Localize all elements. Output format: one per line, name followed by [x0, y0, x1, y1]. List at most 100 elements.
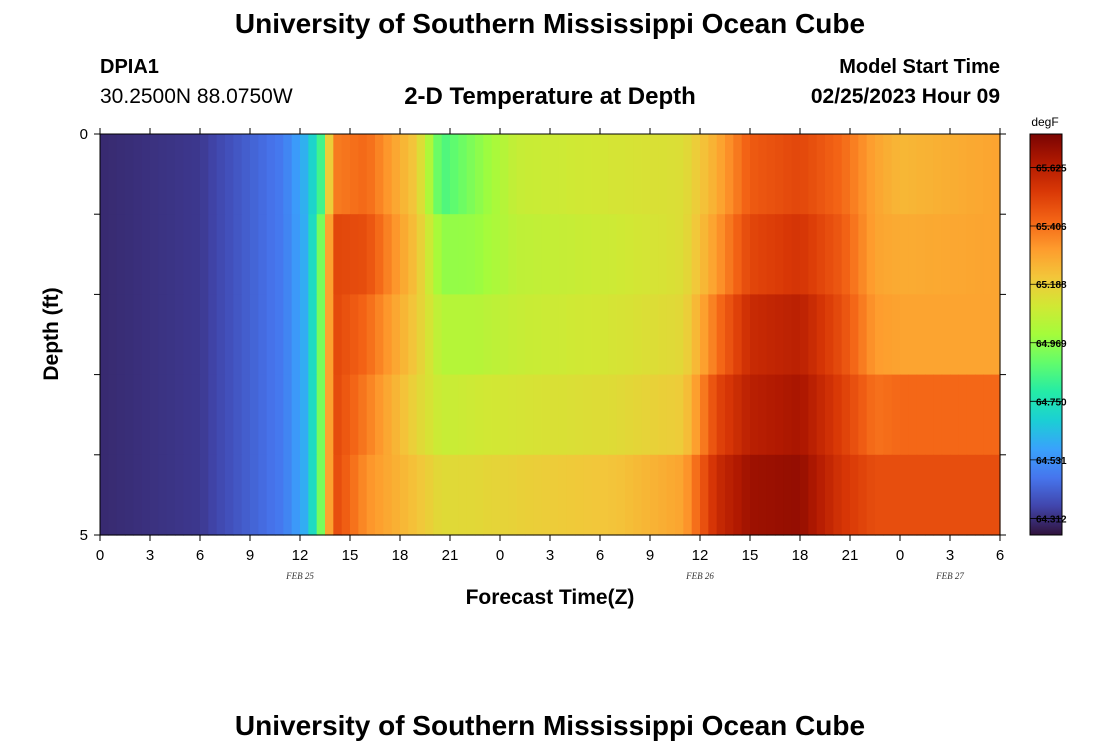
heatmap-cell	[233, 134, 243, 215]
heatmap-cell	[183, 294, 193, 376]
heatmap-cell	[383, 214, 393, 295]
heatmap-cell	[350, 454, 359, 536]
heatmap-cell	[800, 134, 809, 215]
heatmap-cell	[216, 294, 226, 376]
heatmap-cell	[341, 454, 351, 536]
heatmap-cell	[666, 374, 676, 456]
heatmap-cell	[383, 134, 393, 215]
heatmap-cell	[175, 214, 184, 295]
heatmap-cell	[958, 374, 968, 456]
heatmap-cell	[658, 134, 668, 215]
heatmap-cell	[133, 454, 143, 536]
heatmap-cell	[858, 454, 868, 536]
heatmap-cell	[950, 454, 959, 536]
x-tick-label: 21	[842, 547, 859, 564]
heatmap-cell	[950, 214, 959, 295]
heatmap-cell	[241, 134, 251, 215]
heatmap-cell	[983, 214, 993, 295]
heatmap-cell	[175, 294, 184, 376]
heatmap-cell	[141, 214, 151, 295]
y-axis-label: Depth (ft)	[40, 287, 63, 380]
heatmap-cell	[625, 454, 634, 536]
heatmap-cell	[941, 374, 951, 456]
heatmap-cell	[325, 214, 334, 295]
heatmap-cell	[866, 454, 876, 536]
heatmap-cell	[125, 214, 134, 295]
heatmap-cell	[416, 134, 426, 215]
heatmap-cell	[333, 134, 343, 215]
heatmap-cell	[991, 294, 1001, 376]
heatmap-cell	[516, 294, 526, 376]
heatmap-cell	[266, 454, 276, 536]
heatmap-cell	[283, 454, 293, 536]
heatmap-cell	[816, 454, 826, 536]
heatmap-cell	[258, 454, 268, 536]
heatmap-cell	[275, 374, 284, 456]
heatmap-cell	[891, 134, 901, 215]
heatmap-cell	[433, 374, 443, 456]
heatmap-cell	[816, 374, 826, 456]
heatmap-cell	[158, 294, 168, 376]
heatmap-cell	[216, 454, 226, 536]
heatmap-cell	[500, 134, 509, 215]
heatmap-cell	[866, 294, 876, 376]
heatmap-cell	[941, 214, 951, 295]
heatmap-cell	[341, 134, 351, 215]
heatmap-cell	[666, 214, 676, 295]
heatmap-cell	[908, 454, 918, 536]
colorbar-gradient	[1029, 133, 1063, 536]
heatmap-cell	[608, 214, 618, 295]
heatmap-cell	[325, 134, 334, 215]
heatmap-cell	[275, 214, 284, 295]
heatmap-cell	[283, 294, 293, 376]
colorbar-label: 65.188	[1036, 280, 1067, 291]
heatmap-cell	[975, 134, 984, 215]
heatmap-cell	[266, 374, 276, 456]
heatmap-cell	[691, 454, 701, 536]
heatmap-cell	[200, 454, 209, 536]
heatmap-cell	[191, 454, 201, 536]
heatmap-cell	[291, 374, 301, 456]
heatmap-cell	[416, 454, 426, 536]
heatmap-cell	[725, 294, 734, 376]
heatmap-cell	[250, 454, 259, 536]
heatmap-cell	[475, 214, 484, 295]
heatmap-cell	[608, 134, 618, 215]
heatmap-cell	[933, 454, 943, 536]
heatmap-cell	[408, 214, 418, 295]
heatmap-cell	[200, 134, 209, 215]
x-tick-label: 21	[442, 547, 459, 564]
heatmap-cell	[916, 294, 926, 376]
heatmap-cell	[233, 294, 243, 376]
heatmap-cell	[825, 454, 834, 536]
heatmap-cell	[266, 294, 276, 376]
heatmap-cell	[650, 134, 659, 215]
x-tick-label: 12	[292, 547, 309, 564]
heatmap-cell	[958, 214, 968, 295]
heatmap-cell	[383, 294, 393, 376]
heatmap-cell	[200, 214, 209, 295]
heatmap-cell	[766, 214, 776, 295]
heatmap-cell	[583, 374, 593, 456]
heatmap-cell	[850, 454, 859, 536]
heatmap-cell	[716, 294, 726, 376]
heatmap-cell	[425, 374, 434, 456]
heatmap-cell	[208, 214, 218, 295]
heatmap-cell	[316, 294, 326, 376]
heatmap-cell	[525, 214, 534, 295]
heatmap-cell	[883, 374, 893, 456]
heatmap-cell	[666, 294, 676, 376]
heatmap-cell	[508, 374, 518, 456]
heatmap-cell	[100, 214, 109, 295]
heatmap-cell	[691, 374, 701, 456]
heatmap-cell	[133, 214, 143, 295]
heatmap-cell	[508, 454, 518, 536]
heatmap-cell	[750, 374, 759, 456]
heatmap-cell	[708, 294, 718, 376]
heatmap-cell	[933, 134, 943, 215]
heatmap-cell	[966, 214, 976, 295]
heatmap-cell	[808, 294, 818, 376]
heatmap-cell	[700, 294, 709, 376]
heatmap-cell	[800, 454, 809, 536]
heatmap-cell	[791, 134, 801, 215]
